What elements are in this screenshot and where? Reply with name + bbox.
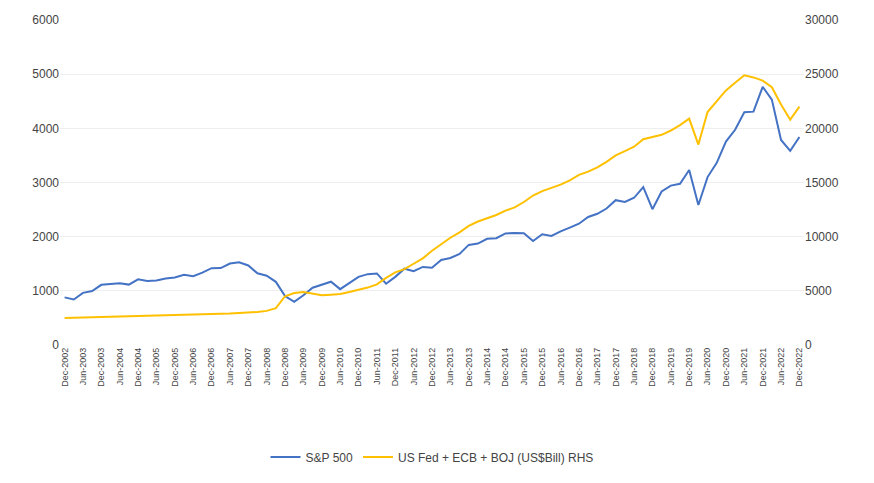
svg-text:0: 0 [805, 338, 812, 352]
svg-text:Dec-2013: Dec-2013 [464, 348, 474, 387]
svg-text:US Fed + ECB + BOJ (US$Bill) R: US Fed + ECB + BOJ (US$Bill) RHS [398, 451, 593, 465]
svg-text:Dec-2021: Dec-2021 [758, 348, 768, 387]
svg-text:15000: 15000 [805, 176, 839, 190]
svg-text:Dec-2006: Dec-2006 [206, 348, 216, 387]
svg-text:Dec-2002: Dec-2002 [60, 348, 70, 387]
svg-text:5000: 5000 [32, 67, 59, 81]
svg-text:3000: 3000 [32, 176, 59, 190]
svg-text:Jun-2005: Jun-2005 [151, 348, 161, 386]
svg-text:Jun-2019: Jun-2019 [666, 348, 676, 386]
svg-text:S&P 500: S&P 500 [306, 451, 353, 465]
svg-text:Jun-2016: Jun-2016 [556, 348, 566, 386]
svg-text:Jun-2014: Jun-2014 [482, 348, 492, 386]
svg-text:Dec-2010: Dec-2010 [353, 348, 363, 387]
svg-text:4000: 4000 [32, 122, 59, 136]
svg-text:Dec-2003: Dec-2003 [96, 348, 106, 387]
svg-text:Dec-2011: Dec-2011 [390, 348, 400, 386]
svg-text:5000: 5000 [805, 284, 832, 298]
svg-text:Jun-2020: Jun-2020 [702, 348, 712, 386]
svg-text:Dec-2008: Dec-2008 [280, 348, 290, 387]
svg-text:Jun-2007: Jun-2007 [225, 348, 235, 386]
svg-text:Jun-2015: Jun-2015 [519, 348, 529, 386]
svg-text:Jun-2006: Jun-2006 [188, 348, 198, 386]
svg-text:Dec-2015: Dec-2015 [537, 348, 547, 387]
svg-text:Dec-2004: Dec-2004 [133, 348, 143, 387]
svg-text:Jun-2008: Jun-2008 [262, 348, 272, 386]
svg-text:Jun-2021: Jun-2021 [739, 348, 749, 386]
svg-text:0: 0 [52, 338, 59, 352]
svg-text:1000: 1000 [32, 284, 59, 298]
svg-text:Dec-2017: Dec-2017 [611, 348, 621, 387]
svg-text:Dec-2007: Dec-2007 [243, 348, 253, 387]
svg-text:Jun-2013: Jun-2013 [445, 348, 455, 386]
svg-text:Jun-2011: Jun-2011 [372, 348, 382, 385]
svg-text:Dec-2022: Dec-2022 [794, 348, 804, 387]
svg-text:Dec-2016: Dec-2016 [574, 348, 584, 387]
svg-text:Jun-2010: Jun-2010 [335, 348, 345, 386]
svg-text:Dec-2020: Dec-2020 [721, 348, 731, 387]
svg-text:25000: 25000 [805, 67, 839, 81]
svg-text:Dec-2005: Dec-2005 [170, 348, 180, 387]
svg-text:6000: 6000 [32, 13, 59, 27]
svg-text:2000: 2000 [32, 230, 59, 244]
svg-text:30000: 30000 [805, 13, 839, 27]
svg-text:Jun-2012: Jun-2012 [409, 348, 419, 386]
svg-text:Dec-2019: Dec-2019 [684, 348, 694, 387]
svg-text:Jun-2018: Jun-2018 [629, 348, 639, 386]
svg-text:Jun-2022: Jun-2022 [776, 348, 786, 386]
svg-text:Dec-2012: Dec-2012 [427, 348, 437, 387]
svg-text:Jun-2004: Jun-2004 [115, 348, 125, 386]
svg-text:10000: 10000 [805, 230, 839, 244]
svg-text:Dec-2009: Dec-2009 [317, 348, 327, 387]
svg-text:Jun-2017: Jun-2017 [592, 348, 602, 386]
svg-text:Jun-2009: Jun-2009 [298, 348, 308, 386]
svg-text:Dec-2014: Dec-2014 [500, 348, 510, 387]
svg-text:20000: 20000 [805, 122, 839, 136]
svg-text:Jun-2003: Jun-2003 [78, 348, 88, 386]
svg-text:Dec-2018: Dec-2018 [647, 348, 657, 387]
